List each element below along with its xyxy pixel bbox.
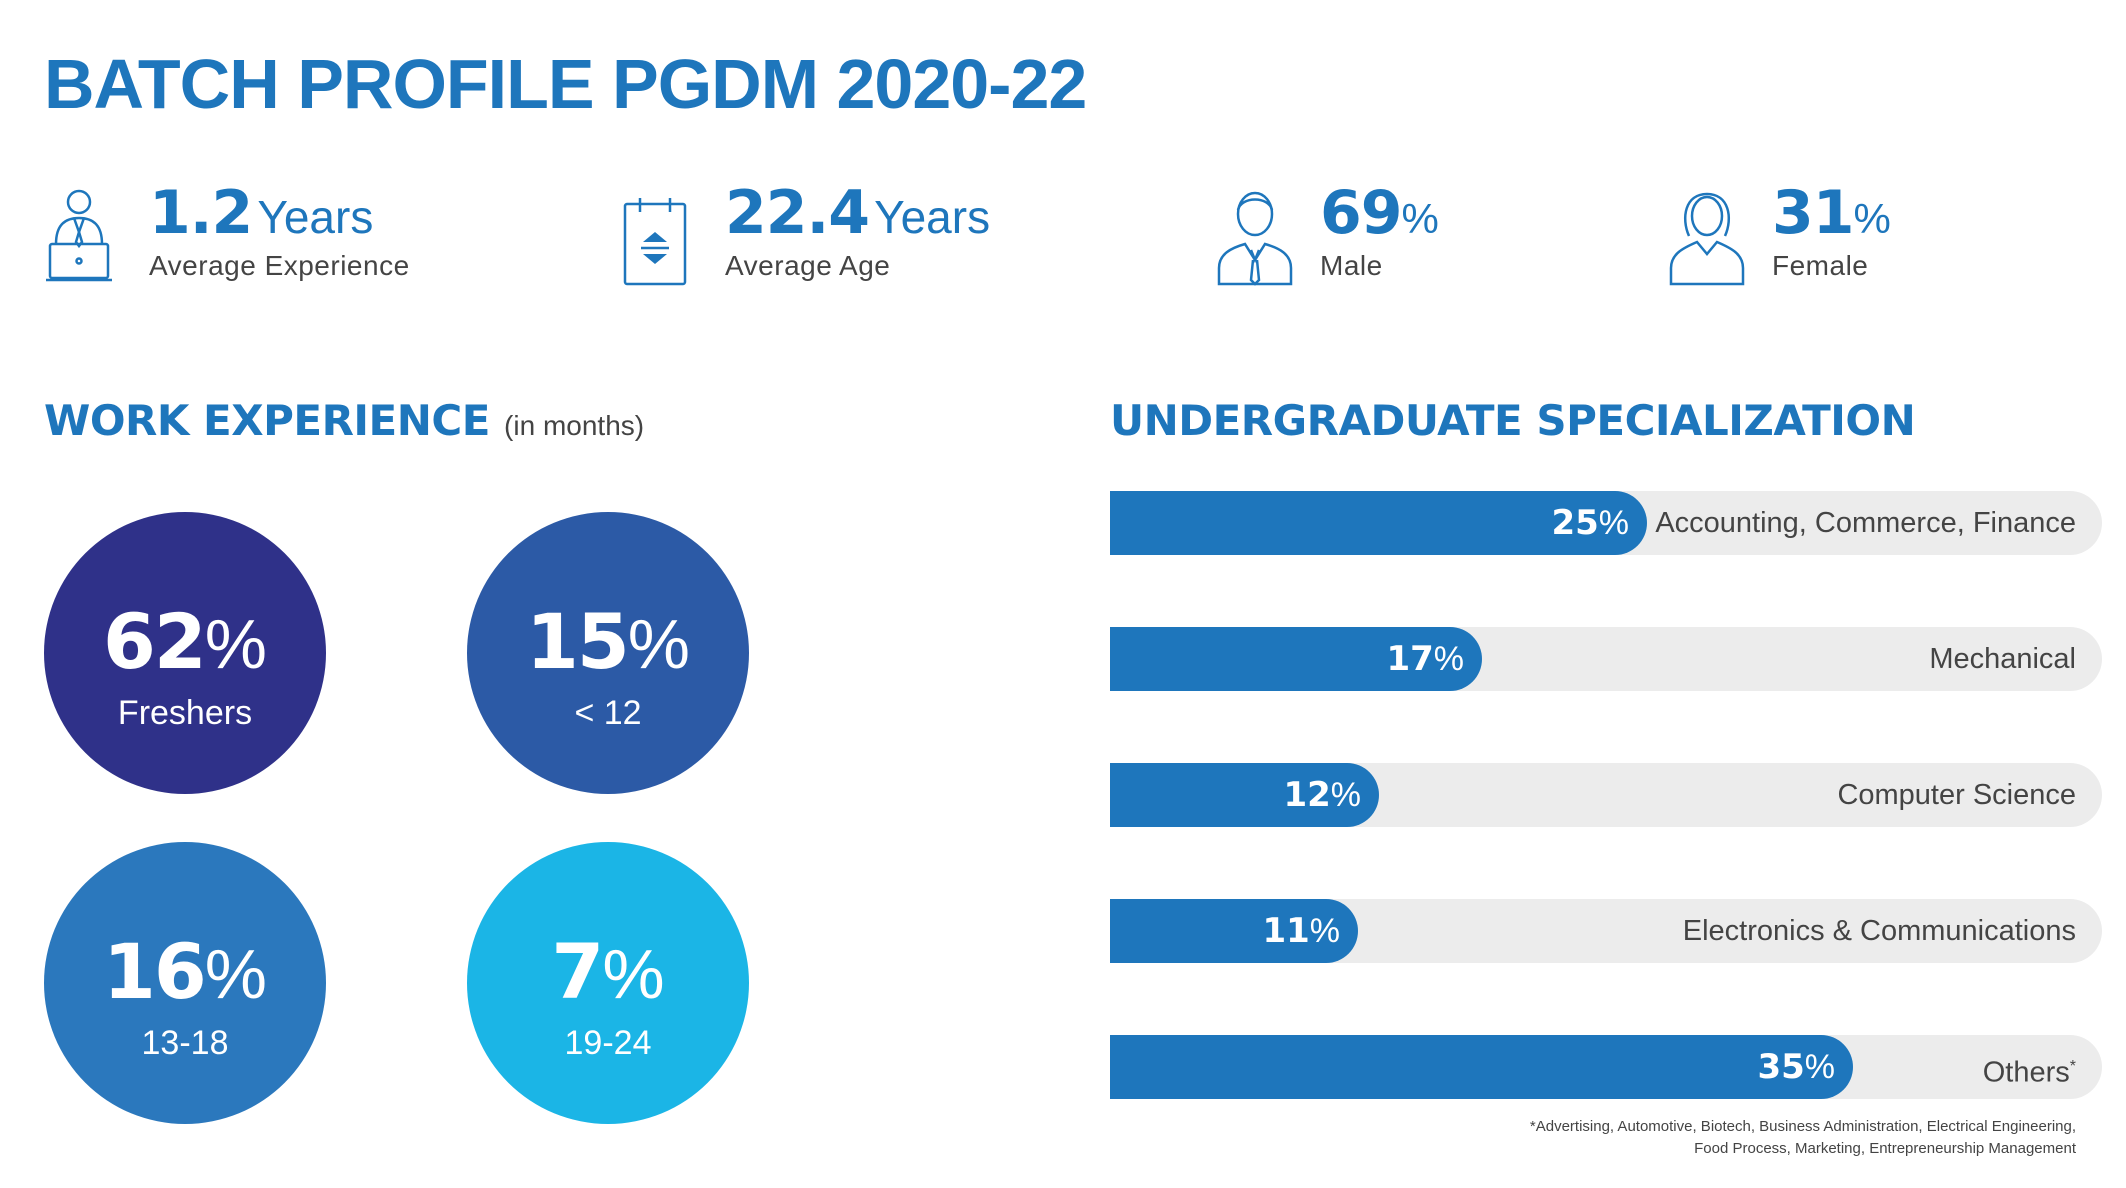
bar-unit: %: [1433, 640, 1464, 678]
page-title: BATCH PROFILE PGDM 2020-22: [44, 45, 1087, 123]
stat-value: 1.2: [149, 178, 253, 248]
bar-value: 17%: [1386, 627, 1464, 691]
stat-text: 1.2 Years Average Experience: [149, 178, 410, 282]
calendar-icon: [623, 198, 687, 286]
bar-track: 25% Accounting, Commerce, Finance: [1110, 491, 2102, 555]
stat-male: 69% Male: [1215, 178, 1515, 298]
bar-number: 35: [1757, 1047, 1805, 1087]
experience-circle: 7% 19-24: [467, 842, 749, 1124]
bar-track: 12% Computer Science: [1110, 763, 2102, 827]
stat-label: Average Age: [725, 250, 891, 281]
bar-unit: %: [1804, 1048, 1835, 1086]
female-icon: [1669, 192, 1745, 286]
circle-number: 15: [525, 597, 630, 686]
bar-fill: 11%: [1110, 899, 1358, 963]
stat-text: 31% Female: [1772, 178, 1891, 282]
bar-number: 12: [1283, 775, 1331, 815]
stat-label: Female: [1772, 250, 1869, 281]
work-experience-title: WORK EXPERIENCE (in months): [44, 396, 644, 445]
circle-value: 15%: [467, 602, 749, 684]
work-experience-subtitle: (in months): [504, 410, 645, 441]
bar-label: Computer Science: [1837, 763, 2076, 827]
stat-unit: %: [1401, 195, 1439, 242]
bar-label-text: Electronics & Communications: [1682, 915, 2076, 947]
experience-circle: 62% Freshers: [44, 512, 326, 794]
undergrad-title: UNDERGRADUATE SPECIALIZATION: [1110, 396, 1916, 445]
bar-label-text: Others: [1982, 1056, 2070, 1089]
footnote-line: *Advertising, Automotive, Biotech, Busin…: [1529, 1118, 2076, 1135]
stat-average-experience: 1.2 Years Average Experience: [44, 178, 444, 298]
work-experience-heading: WORK EXPERIENCE: [44, 396, 490, 445]
bar-fill: 35%: [1110, 1035, 1853, 1099]
circle-number: 7: [551, 927, 604, 1016]
bar-unit: %: [1598, 504, 1629, 542]
circle-label: < 12: [574, 694, 642, 732]
stat-average-age: 22.4 Years Average Age: [620, 178, 1020, 298]
stat-label: Average Experience: [149, 250, 410, 281]
bar-number: 17: [1386, 639, 1434, 679]
bar-number: 25: [1551, 503, 1599, 543]
laptop-person-icon: [46, 189, 112, 282]
stat-label: Male: [1320, 250, 1383, 281]
bar-fill: 17%: [1110, 627, 1482, 691]
bar-value: 25%: [1551, 491, 1629, 555]
bar-unit: %: [1309, 912, 1340, 950]
stat-text: 22.4 Years Average Age: [725, 178, 990, 282]
bar-track: 17% Mechanical: [1110, 627, 2102, 691]
bar-label: Others*: [1983, 1035, 2076, 1105]
bar-track: 35% Others*: [1110, 1035, 2102, 1099]
circle-label: Freshers: [117, 694, 253, 732]
circle-value: 62%: [44, 602, 326, 684]
bar-label-text: Mechanical: [1929, 643, 2076, 675]
stat-value: 31: [1772, 178, 1854, 248]
circle-unit: %: [204, 935, 267, 1013]
footnote: *Advertising, Automotive, Biotech, Busin…: [1530, 1116, 2076, 1160]
stat-unit: Years: [257, 191, 374, 243]
footnote-line: Food Process, Marketing, Entrepreneurshi…: [1694, 1140, 2076, 1157]
experience-circle: 16% 13-18: [44, 842, 326, 1124]
bar-label-text: Computer Science: [1837, 779, 2076, 811]
stat-female: 31% Female: [1667, 178, 1967, 298]
bar-number: 11: [1262, 911, 1310, 951]
bar-fill: 25%: [1110, 491, 1647, 555]
circle-unit: %: [602, 935, 665, 1013]
bar-unit: %: [1330, 776, 1361, 814]
bar-label-text: Accounting, Commerce, Finance: [1655, 507, 2076, 539]
circle-value: 7%: [467, 932, 749, 1014]
bar-track: 11% Electronics & Communications: [1110, 899, 2102, 963]
bar-value: 35%: [1757, 1035, 1835, 1099]
bar-label: Accounting, Commerce, Finance: [1655, 491, 2076, 555]
circle-label: 19-24: [564, 1024, 652, 1062]
bar-fill: 12%: [1110, 763, 1379, 827]
bar-label: Mechanical: [1929, 627, 2076, 691]
stat-value: 69: [1320, 178, 1402, 248]
stat-value: 22.4: [725, 178, 870, 248]
bar-label: Electronics & Communications: [1683, 899, 2076, 963]
stat-text: 69% Male: [1320, 178, 1439, 282]
circle-value: 16%: [44, 932, 326, 1014]
circle-number: 16: [102, 927, 207, 1016]
circle-number: 62: [102, 597, 207, 686]
stat-unit: Years: [874, 191, 991, 243]
experience-circle: 15% < 12: [467, 512, 749, 794]
bar-value: 12%: [1283, 763, 1361, 827]
circle-unit: %: [204, 605, 267, 683]
footnote-mark: *: [2069, 1058, 2076, 1075]
stat-unit: %: [1853, 195, 1891, 242]
circle-unit: %: [627, 605, 690, 683]
male-icon: [1217, 191, 1293, 286]
circle-label: 13-18: [141, 1024, 229, 1062]
bar-value: 11%: [1262, 899, 1340, 963]
